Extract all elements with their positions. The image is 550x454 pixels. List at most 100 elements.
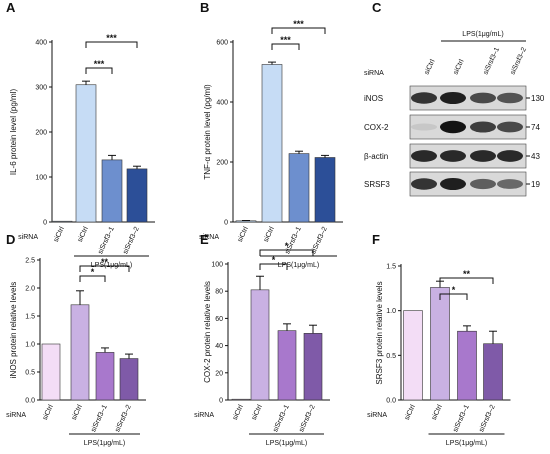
y-tick-label: 200 bbox=[216, 160, 228, 167]
bar bbox=[101, 159, 123, 223]
panel-d: D 0.0 0.5 1.0 1.5 2.0 2.5 iNOS protein relative… bbox=[6, 232, 146, 447]
x-category-label: siCtrl bbox=[431, 403, 444, 421]
significance-label: * bbox=[91, 267, 95, 277]
y-tick-label: 1.0 bbox=[25, 342, 35, 349]
significance-bracket bbox=[79, 265, 130, 272]
lane-label: siCtrl bbox=[423, 58, 436, 76]
y-axis-label: COX-2 protein relative levels bbox=[203, 281, 212, 383]
x-category-label: siSrsf3–2 bbox=[298, 404, 317, 434]
blot-band bbox=[470, 150, 496, 162]
bar bbox=[288, 153, 310, 223]
bar bbox=[303, 333, 323, 401]
x-category-label: siCtrl bbox=[42, 403, 55, 421]
lane-label: siSrsf3–2 bbox=[509, 46, 528, 76]
significance-label: * bbox=[285, 241, 289, 251]
blot-band bbox=[440, 150, 466, 162]
blot-band bbox=[470, 178, 496, 190]
blot-row-label: iNOS bbox=[364, 94, 383, 103]
y-tick-label: 0.5 bbox=[25, 370, 35, 377]
blot-band bbox=[497, 150, 523, 162]
bar bbox=[457, 330, 477, 401]
significance-label: *** bbox=[94, 59, 105, 69]
bar bbox=[75, 84, 97, 223]
x-category-label: siCtrl bbox=[77, 225, 90, 243]
y-tick-label: 0.0 bbox=[25, 398, 35, 405]
significance-bracket bbox=[271, 43, 300, 50]
y-tick-label: 0.5 bbox=[386, 353, 396, 360]
x-category-label: siSrsf3–1 bbox=[90, 404, 109, 434]
lps-label: LPS(1μg/mL) bbox=[278, 262, 319, 269]
y-tick-label: 600 bbox=[216, 40, 228, 47]
bar bbox=[231, 398, 251, 401]
y-tick-label: 80 bbox=[215, 289, 223, 296]
sirna-label: siRNA bbox=[199, 234, 219, 241]
blot-band bbox=[440, 91, 466, 105]
x-category-label: siCtrl bbox=[232, 403, 245, 421]
bar bbox=[261, 64, 283, 223]
blot-band bbox=[497, 121, 523, 133]
y-tick-label: 200 bbox=[35, 130, 47, 137]
y-tick-label: 400 bbox=[35, 40, 47, 47]
x-category-label: siCtrl bbox=[53, 225, 66, 243]
y-tick-label: 1.0 bbox=[386, 308, 396, 315]
bar bbox=[277, 330, 297, 401]
lps-label: LPS(1μg/mL) bbox=[84, 440, 125, 447]
mw-label: 74 bbox=[531, 123, 540, 132]
bar bbox=[403, 310, 423, 401]
bar bbox=[483, 343, 503, 401]
panel-label: C bbox=[372, 0, 382, 15]
significance-bracket bbox=[79, 275, 106, 282]
y-tick-label: 0 bbox=[224, 220, 228, 227]
mw-label: 43 bbox=[531, 152, 540, 161]
y-axis-label: SRSF3 protein relative levels bbox=[375, 281, 384, 384]
y-tick-label: 0 bbox=[43, 220, 47, 227]
y-tick-label: 0.0 bbox=[386, 398, 396, 405]
panel-label: E bbox=[200, 232, 209, 247]
y-tick-label: 1.5 bbox=[386, 264, 396, 271]
blot-band bbox=[470, 92, 496, 104]
x-category-label: siSrsf3–2 bbox=[114, 404, 133, 434]
x-category-label: siCtrl bbox=[237, 225, 250, 243]
significance-bracket bbox=[439, 293, 468, 300]
y-tick-label: 2.0 bbox=[25, 286, 35, 293]
y-tick-label: 1.5 bbox=[25, 314, 35, 321]
significance-label: * bbox=[452, 285, 456, 295]
x-category-label: siSrsf3–1 bbox=[97, 226, 116, 256]
mw-label: 19 bbox=[531, 180, 540, 189]
significance-bracket bbox=[85, 41, 138, 48]
bar bbox=[41, 343, 61, 401]
blot-band bbox=[470, 121, 496, 133]
lane-label: siCtrl bbox=[452, 58, 465, 76]
significance-label: *** bbox=[280, 35, 291, 45]
y-tick-label: 2.5 bbox=[25, 258, 35, 265]
significance-bracket bbox=[259, 263, 288, 270]
blot-row-label: COX-2 bbox=[364, 123, 389, 132]
blot-band bbox=[440, 120, 466, 134]
y-tick-label: 60 bbox=[215, 316, 223, 323]
sirna-label: siRNA bbox=[6, 412, 26, 419]
panel-b: B 0 200 400 600 TNF-α protein level (pg/ml) si… bbox=[199, 0, 343, 269]
bar bbox=[95, 352, 115, 401]
panel-label: D bbox=[6, 232, 15, 247]
panel-label: B bbox=[200, 0, 209, 15]
x-category-label: siSrsf3–1 bbox=[272, 404, 291, 434]
bar bbox=[430, 287, 450, 401]
lps-label: LPS(1μg/mL) bbox=[462, 31, 503, 38]
blot-band bbox=[440, 177, 466, 191]
y-tick-label: 400 bbox=[216, 100, 228, 107]
blot-row-label: SRSF3 bbox=[364, 180, 390, 189]
y-tick-label: 100 bbox=[211, 262, 223, 269]
significance-label: *** bbox=[293, 19, 304, 29]
lps-label: LPS(1μg/mL) bbox=[446, 440, 487, 447]
blot-band bbox=[411, 150, 437, 162]
panel-a: A 0 100 200 300 400 IL-6 protein level (pg/ml)… bbox=[6, 0, 155, 269]
x-category-label: siSrsf3–2 bbox=[122, 226, 141, 256]
sirna-label: siRNA bbox=[18, 234, 38, 241]
y-tick-label: 100 bbox=[35, 175, 47, 182]
y-tick-label: 300 bbox=[35, 85, 47, 92]
x-category-label: siCtrl bbox=[71, 403, 84, 421]
bar bbox=[250, 289, 270, 401]
panel-f: F 0.0 0.5 1.0 1.5 SRSF3 protein relative leve… bbox=[367, 232, 511, 447]
mw-label: 130 bbox=[531, 94, 545, 103]
